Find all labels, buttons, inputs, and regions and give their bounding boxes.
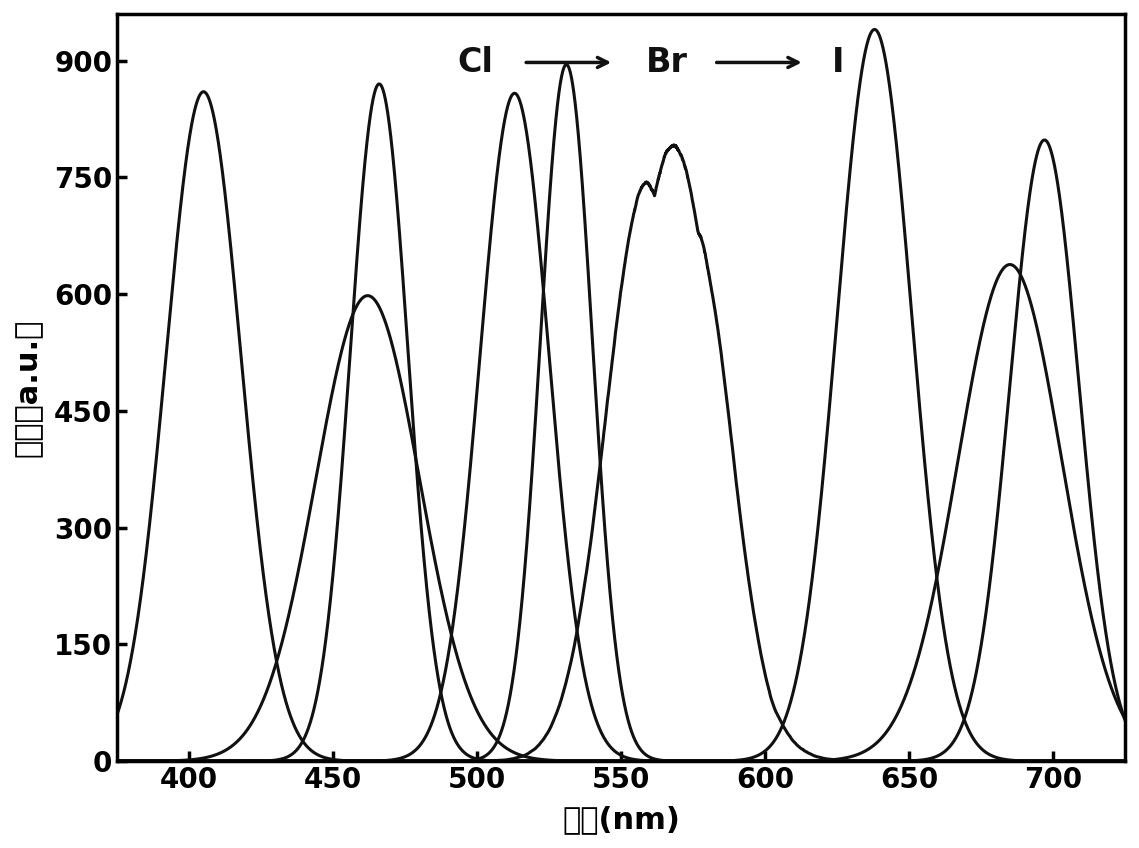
X-axis label: 波长(nm): 波长(nm) <box>563 805 680 834</box>
Y-axis label: 强度（a.u.）: 强度（a.u.） <box>14 318 43 457</box>
Text: Cl: Cl <box>457 46 493 79</box>
Text: Br: Br <box>646 46 688 79</box>
Text: I: I <box>831 46 844 79</box>
